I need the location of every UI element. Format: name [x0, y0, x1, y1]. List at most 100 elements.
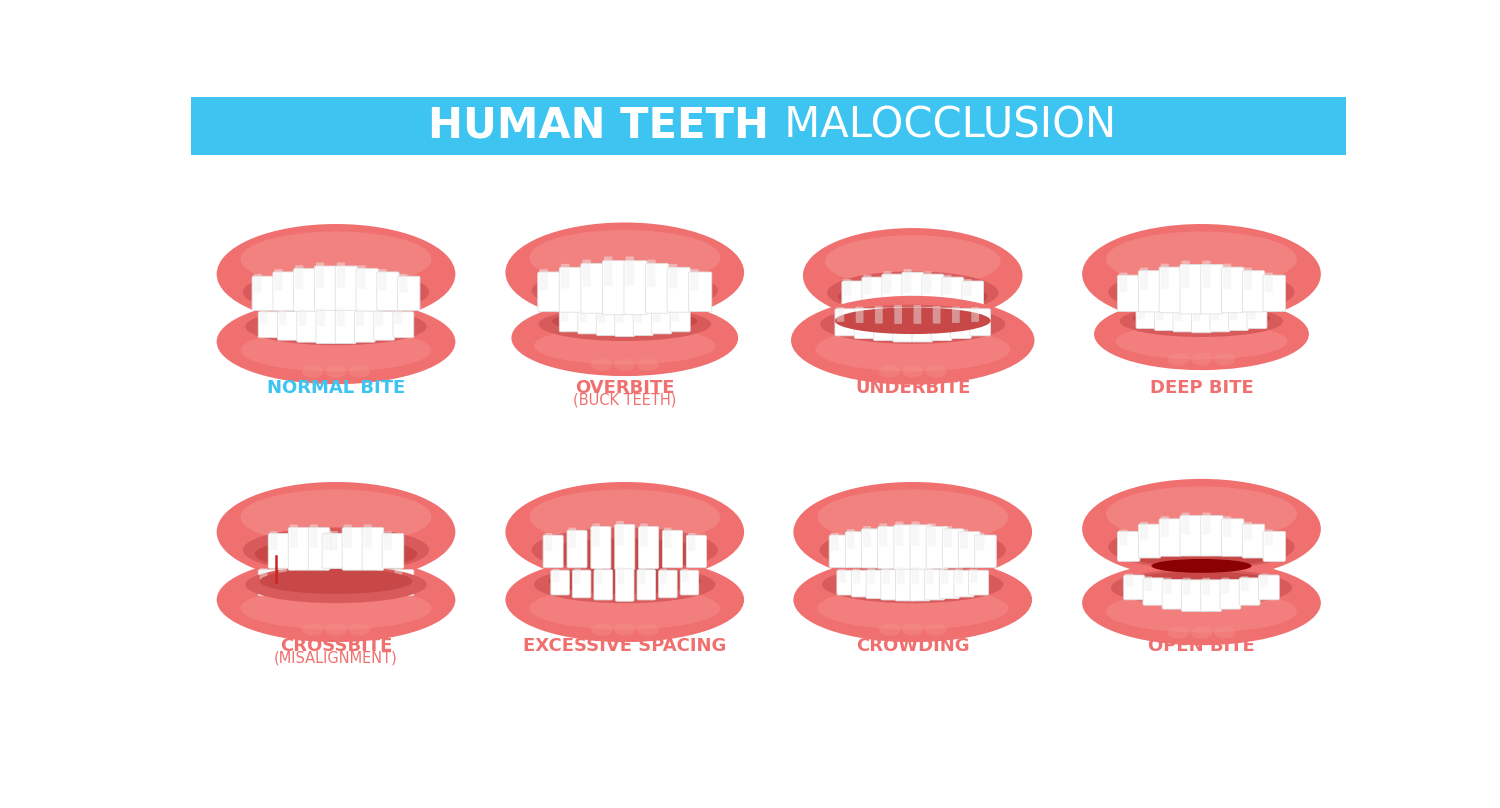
Ellipse shape — [1120, 305, 1282, 337]
FancyBboxPatch shape — [1221, 267, 1244, 313]
Ellipse shape — [302, 365, 324, 377]
FancyBboxPatch shape — [1246, 310, 1268, 329]
Ellipse shape — [1152, 559, 1251, 573]
FancyBboxPatch shape — [297, 569, 318, 600]
Ellipse shape — [531, 528, 718, 573]
Ellipse shape — [1191, 353, 1212, 365]
Ellipse shape — [591, 623, 612, 636]
FancyBboxPatch shape — [1230, 309, 1238, 320]
Ellipse shape — [926, 365, 946, 377]
FancyBboxPatch shape — [567, 530, 586, 568]
FancyBboxPatch shape — [878, 527, 900, 569]
FancyBboxPatch shape — [309, 528, 330, 570]
FancyBboxPatch shape — [298, 567, 306, 584]
Text: HUMAN TEETH: HUMAN TEETH — [427, 104, 768, 146]
Ellipse shape — [216, 300, 456, 384]
FancyBboxPatch shape — [894, 525, 915, 570]
Ellipse shape — [818, 587, 1008, 629]
FancyBboxPatch shape — [568, 528, 576, 548]
Ellipse shape — [879, 623, 900, 636]
Ellipse shape — [216, 224, 456, 324]
Ellipse shape — [1125, 571, 1278, 597]
FancyBboxPatch shape — [344, 524, 351, 548]
Ellipse shape — [255, 538, 417, 570]
Text: EXCESSIVE SPACING: EXCESSIVE SPACING — [524, 637, 726, 654]
FancyBboxPatch shape — [384, 531, 392, 550]
FancyBboxPatch shape — [960, 529, 968, 549]
FancyBboxPatch shape — [1164, 578, 1172, 594]
FancyBboxPatch shape — [1200, 580, 1221, 612]
FancyBboxPatch shape — [398, 276, 420, 310]
FancyBboxPatch shape — [616, 309, 624, 323]
Ellipse shape — [326, 623, 346, 636]
Ellipse shape — [246, 308, 426, 345]
FancyBboxPatch shape — [374, 570, 394, 598]
FancyBboxPatch shape — [1155, 310, 1174, 330]
Ellipse shape — [216, 558, 456, 642]
FancyBboxPatch shape — [975, 535, 996, 568]
FancyBboxPatch shape — [616, 521, 624, 545]
FancyBboxPatch shape — [865, 570, 886, 599]
Text: OPEN BITE: OPEN BITE — [1148, 637, 1256, 654]
Ellipse shape — [1214, 353, 1236, 365]
Text: NORMAL BITE: NORMAL BITE — [267, 379, 405, 397]
FancyBboxPatch shape — [1119, 272, 1128, 292]
Ellipse shape — [1167, 353, 1190, 365]
Ellipse shape — [591, 359, 612, 371]
FancyBboxPatch shape — [836, 309, 856, 336]
FancyBboxPatch shape — [362, 528, 384, 570]
FancyBboxPatch shape — [258, 312, 279, 338]
FancyBboxPatch shape — [1263, 532, 1286, 562]
FancyBboxPatch shape — [970, 569, 978, 583]
FancyBboxPatch shape — [624, 261, 646, 314]
FancyBboxPatch shape — [1222, 516, 1232, 537]
FancyBboxPatch shape — [1210, 310, 1230, 332]
FancyBboxPatch shape — [1203, 512, 1210, 535]
Ellipse shape — [831, 538, 995, 570]
FancyBboxPatch shape — [374, 312, 394, 340]
FancyBboxPatch shape — [924, 570, 945, 600]
FancyBboxPatch shape — [852, 570, 871, 597]
Ellipse shape — [534, 326, 716, 364]
FancyBboxPatch shape — [1161, 263, 1168, 288]
FancyBboxPatch shape — [615, 569, 634, 601]
FancyBboxPatch shape — [318, 566, 326, 584]
FancyBboxPatch shape — [956, 569, 963, 583]
FancyBboxPatch shape — [338, 263, 345, 288]
FancyBboxPatch shape — [338, 309, 345, 326]
FancyBboxPatch shape — [880, 570, 902, 600]
FancyBboxPatch shape — [296, 265, 303, 288]
Ellipse shape — [348, 365, 370, 377]
FancyBboxPatch shape — [1260, 574, 1268, 587]
Ellipse shape — [816, 327, 1010, 372]
FancyBboxPatch shape — [322, 533, 344, 568]
FancyBboxPatch shape — [294, 268, 316, 311]
Ellipse shape — [240, 329, 432, 372]
FancyBboxPatch shape — [1143, 578, 1164, 605]
FancyBboxPatch shape — [874, 306, 882, 323]
Text: DEEP BITE: DEEP BITE — [1149, 379, 1254, 397]
FancyBboxPatch shape — [1160, 519, 1182, 556]
Ellipse shape — [821, 305, 1005, 344]
FancyBboxPatch shape — [1200, 264, 1222, 314]
FancyBboxPatch shape — [1174, 309, 1182, 321]
FancyBboxPatch shape — [645, 263, 669, 314]
FancyBboxPatch shape — [837, 307, 844, 322]
FancyBboxPatch shape — [846, 532, 867, 568]
FancyBboxPatch shape — [560, 311, 579, 332]
FancyBboxPatch shape — [910, 569, 930, 601]
Text: MALOCCLUSION: MALOCCLUSION — [771, 104, 1116, 146]
FancyBboxPatch shape — [544, 533, 552, 551]
Ellipse shape — [543, 538, 706, 570]
Ellipse shape — [638, 359, 658, 371]
FancyBboxPatch shape — [892, 307, 914, 342]
FancyBboxPatch shape — [1264, 272, 1274, 292]
FancyBboxPatch shape — [315, 266, 338, 313]
FancyBboxPatch shape — [1200, 516, 1222, 556]
Ellipse shape — [839, 281, 987, 312]
FancyBboxPatch shape — [928, 524, 936, 546]
FancyBboxPatch shape — [604, 256, 612, 286]
FancyBboxPatch shape — [638, 570, 656, 600]
Ellipse shape — [506, 482, 744, 582]
FancyBboxPatch shape — [357, 265, 366, 288]
